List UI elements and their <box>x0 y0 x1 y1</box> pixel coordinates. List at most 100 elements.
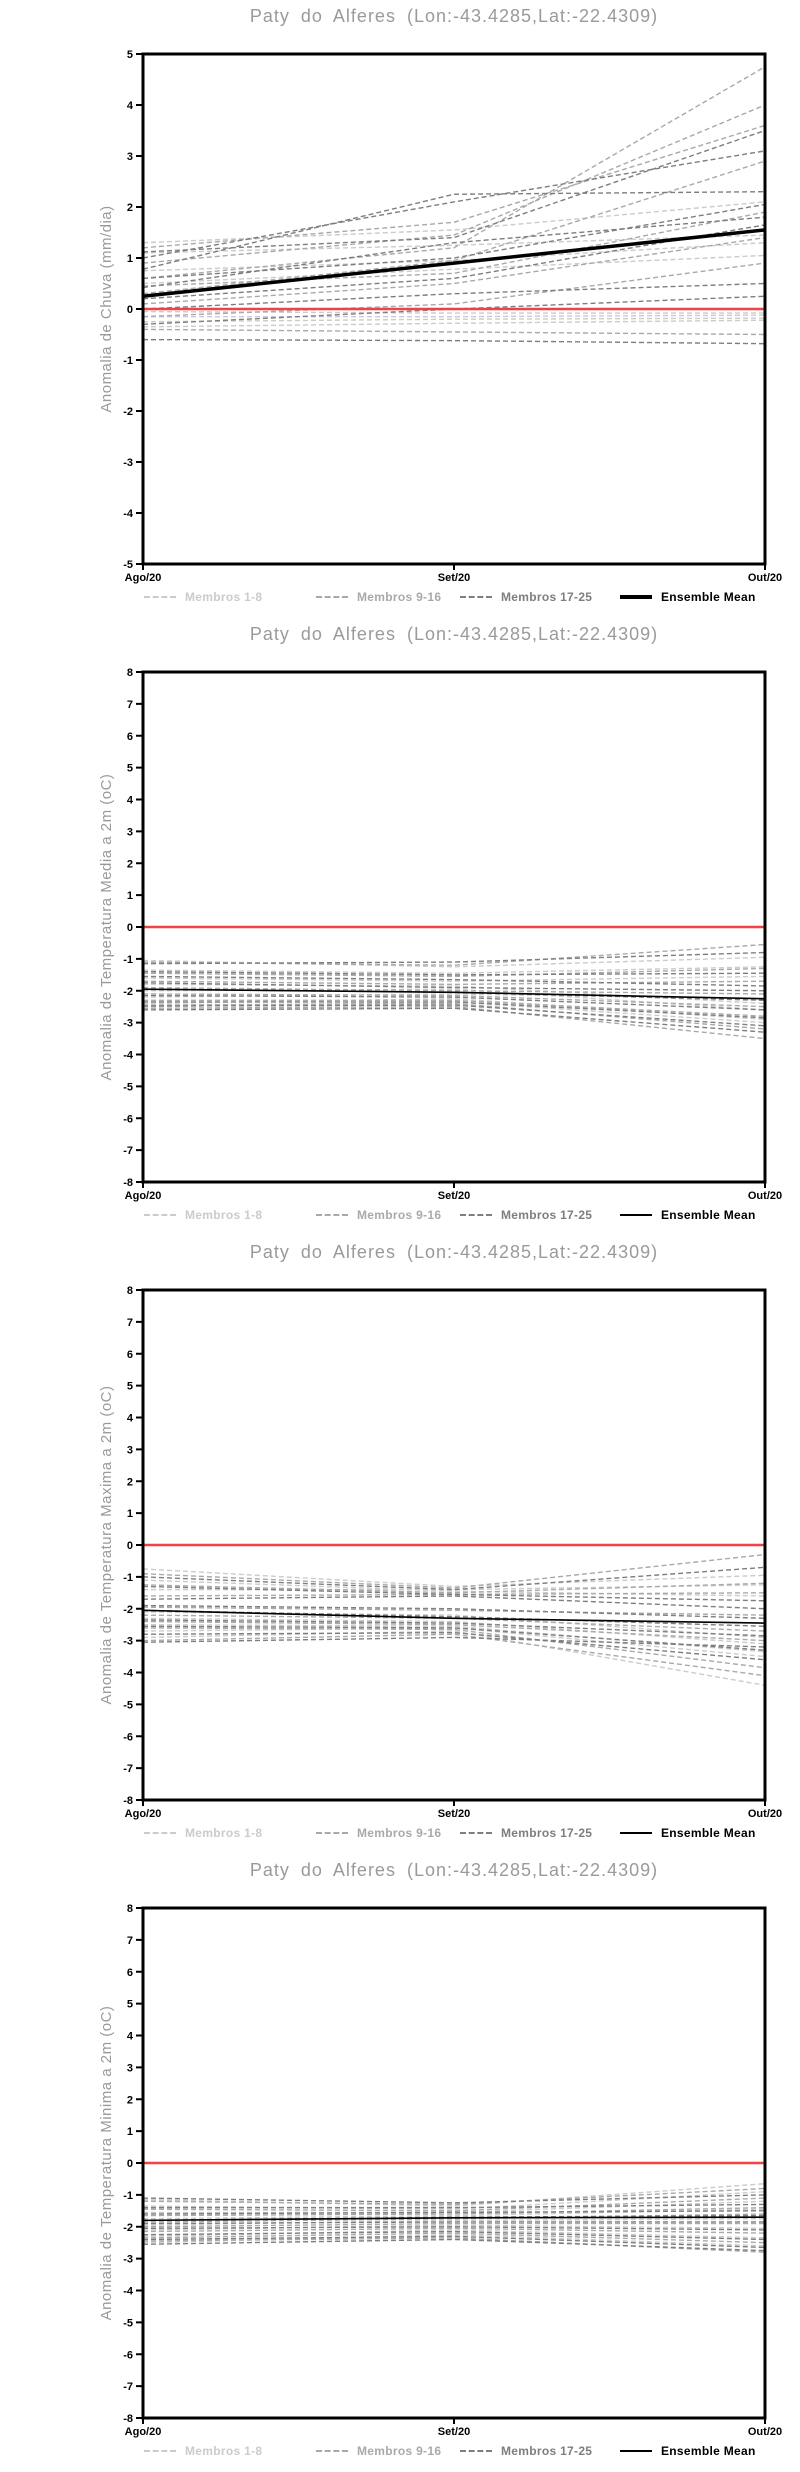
members-9-16-line-sample <box>316 1832 348 1834</box>
legend-entry: Membros 1-8 <box>144 2442 262 2460</box>
legend-label: Membros 9-16 <box>357 590 442 604</box>
chart-panel-temp-media: Paty do Alferes (Lon:-43.4285,Lat:-22.43… <box>0 618 800 1236</box>
y-tick-label: -3 <box>123 457 133 469</box>
legend-entry: Membros 9-16 <box>316 2442 441 2460</box>
member-line <box>142 236 766 305</box>
ensemble-mean-line-sample <box>620 1832 652 1834</box>
legend-entry: Ensemble Mean <box>620 2442 756 2460</box>
y-tick-label: 0 <box>127 304 133 316</box>
member-line <box>142 104 766 264</box>
legend-label: Membros 1-8 <box>185 2444 263 2458</box>
y-tick-label: 8 <box>127 1285 133 1297</box>
y-tick-label: -4 <box>123 1050 134 1062</box>
temp-media-plot: -8 -7 -6 -5 -4 -3 -2 -1 0 1 2 3 4 5 6 7 8 Ago/20 Set/20 Out… <box>123 667 782 1202</box>
legend-entry: Membros 1-8 <box>144 1206 262 1224</box>
chart-panel-temp-minima: Paty do Alferes (Lon:-43.4285,Lat:-22.43… <box>0 1854 800 2472</box>
y-tick-label: 7 <box>127 1317 133 1329</box>
y-tick-label: 5 <box>127 1999 133 2011</box>
member-line <box>142 2222 765 2228</box>
ensemble-mean-line <box>142 1609 766 1624</box>
ensemble-mean-line <box>142 2216 766 2222</box>
ensemble-mean-line <box>142 988 766 1000</box>
member-line <box>142 993 766 1008</box>
y-tick-label: 7 <box>127 1935 133 1947</box>
y-tick-label: -2 <box>123 2222 133 2234</box>
member-line <box>142 983 766 1005</box>
x-tick-label: Ago/20 <box>125 572 162 584</box>
legend-label: Ensemble Mean <box>661 2444 756 2458</box>
y-tick-label: 5 <box>127 1381 133 1393</box>
temp-maxima-plot: -8 -7 -6 -5 -4 -3 -2 -1 0 1 2 3 4 5 6 7 8 Ago/20 Set/20 Out… <box>123 1285 782 1820</box>
member-line <box>142 1625 766 1651</box>
y-tick-label: 6 <box>127 731 133 743</box>
legend-label: Membros 17-25 <box>501 1208 593 1222</box>
member-line <box>142 967 766 978</box>
members-9-16-line-sample <box>316 1214 348 1216</box>
y-tick-label: -1 <box>123 355 133 367</box>
y-tick-label: -5 <box>123 1081 133 1093</box>
ensemble-mean-line-sample <box>620 595 652 599</box>
legend: Membros 1-8 Membros 9-16 Membros 17-25 E… <box>0 2442 800 2462</box>
member-line <box>142 1582 766 1594</box>
y-tick-label: 6 <box>127 1967 133 1979</box>
y-tick-label: 1 <box>127 890 133 902</box>
y-tick-label: 3 <box>127 2062 133 2074</box>
y-tick-label: -4 <box>123 508 134 520</box>
legend-entry: Ensemble Mean <box>620 588 756 606</box>
page-title: Paty do Alferes (Lon:-43.4285,Lat:-22.43… <box>249 6 659 26</box>
x-tick-label: Set/20 <box>438 572 470 584</box>
y-tick-label: 4 <box>127 1413 134 1425</box>
legend-label: Membros 1-8 <box>185 590 263 604</box>
y-tick-label: -3 <box>123 2254 133 2266</box>
legend-label: Membros 1-8 <box>185 1826 263 1840</box>
y-tick-label: -8 <box>123 1177 133 1189</box>
member-line <box>142 191 766 270</box>
legend-label: Membros 17-25 <box>501 1826 593 1840</box>
legend-entry: Ensemble Mean <box>620 1206 756 1224</box>
member-line <box>142 234 766 254</box>
member-line <box>142 216 766 289</box>
member-line <box>142 1633 766 1677</box>
y-tick-label: 3 <box>127 151 133 163</box>
legend-label: Membros 1-8 <box>185 1208 263 1222</box>
member-line <box>142 338 766 345</box>
members-1-8-line-sample <box>144 1832 176 1834</box>
member-line <box>142 956 766 968</box>
member-line <box>142 1004 766 1027</box>
y-tick-label: -2 <box>123 1604 133 1616</box>
member-line <box>142 129 766 253</box>
ensemble-mean-line <box>142 228 766 298</box>
y-tick-label: 1 <box>127 253 133 265</box>
y-tick-label: 6 <box>127 1349 133 1361</box>
member-line <box>142 160 766 295</box>
y-tick-label: 2 <box>127 2094 133 2106</box>
ensemble-mean-line-sample <box>620 2450 652 2452</box>
legend-entry: Membros 17-25 <box>460 1206 592 1224</box>
y-tick-label: -7 <box>123 1145 133 1157</box>
member-line <box>142 2238 766 2252</box>
legend-label: Ensemble Mean <box>661 590 756 604</box>
member-line <box>142 254 766 285</box>
y-tick-label: 4 <box>127 100 134 112</box>
member-line <box>143 314 766 318</box>
y-tick-label: -1 <box>123 1572 133 1584</box>
member-line <box>142 2210 766 2215</box>
member-line <box>142 970 766 976</box>
y-tick-label: -4 <box>123 2286 134 2298</box>
x-tick-label: Out/20 <box>748 572 782 584</box>
y-tick-label: -6 <box>123 1113 133 1125</box>
x-tick-label: Ago/20 <box>125 2426 162 2438</box>
y-tick-label: -6 <box>123 2349 133 2361</box>
y-tick-label: -8 <box>123 2413 133 2425</box>
members-9-16-line-sample <box>316 596 348 598</box>
legend-entry: Membros 17-25 <box>460 1824 592 1842</box>
member-line <box>142 242 766 272</box>
y-tick-label: -7 <box>123 1763 133 1775</box>
legend: Membros 1-8 Membros 9-16 Membros 17-25 E… <box>0 1206 800 1226</box>
members-17-25-line-sample <box>460 596 492 598</box>
legend-entry: Membros 9-16 <box>316 1824 441 1842</box>
legend-entry: Membros 1-8 <box>144 588 262 606</box>
legend: Membros 1-8 Membros 9-16 Membros 17-25 E… <box>0 1824 800 1844</box>
members-1-8-line-sample <box>144 596 176 598</box>
